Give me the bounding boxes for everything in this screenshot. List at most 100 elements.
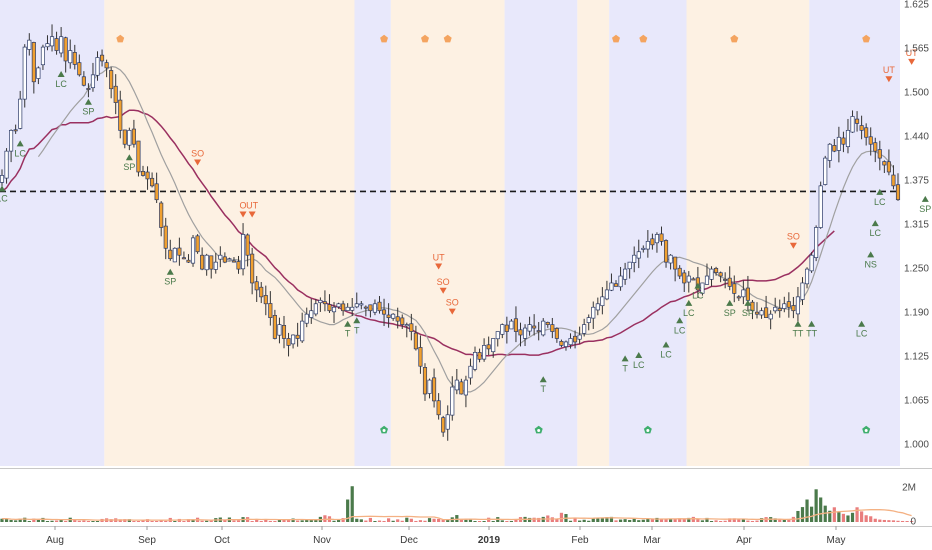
volume-bar [255, 519, 259, 522]
candle-body [823, 157, 828, 185]
candle-body [13, 129, 18, 132]
candle-body [532, 325, 537, 329]
volume-pane [0, 486, 914, 522]
signal-down-triangle [439, 287, 447, 294]
candle-body [832, 145, 837, 152]
candle-body [63, 37, 68, 62]
candle-body [745, 287, 750, 301]
candle-body [482, 345, 487, 360]
signal-lc: LC [0, 185, 8, 203]
candle-body [659, 233, 664, 242]
signal-up-triangle [867, 251, 875, 258]
candle-body [518, 329, 523, 336]
volume-bar [855, 507, 859, 522]
candle-body [827, 143, 832, 161]
candle-body [291, 334, 296, 345]
candle-body [500, 324, 505, 335]
candle-body [413, 332, 418, 350]
zone-8 [809, 0, 900, 466]
volume-bar [418, 520, 423, 522]
volume-bar [782, 519, 786, 522]
candle-body [668, 254, 673, 264]
candle-body [382, 309, 387, 315]
candle-body [54, 38, 59, 51]
candle-body [322, 301, 327, 305]
volume-bar [4, 518, 9, 522]
candle-body [286, 338, 291, 346]
volume-bar [150, 520, 154, 522]
volume-bar [350, 486, 354, 522]
candle-body [68, 50, 73, 64]
volume-bar [323, 515, 327, 522]
volume-bar [600, 518, 604, 522]
candle-body [723, 278, 728, 281]
volume-bar [896, 520, 900, 522]
candle-body [95, 57, 100, 76]
volume-bar [559, 512, 564, 522]
volume-bar [632, 518, 636, 522]
signal-lc: LC [870, 220, 882, 238]
candle-body [9, 129, 14, 152]
candle-body [259, 286, 264, 298]
candle-body [782, 303, 787, 309]
candle-body [504, 324, 509, 332]
volume-bar [382, 520, 386, 522]
candle-body [459, 381, 464, 395]
signal-down-triangle [908, 58, 916, 65]
candle-body [436, 400, 441, 416]
volume-bar [500, 520, 504, 522]
candle-body [36, 67, 41, 79]
signal-label: LC [874, 197, 886, 207]
signal-ut: UT [246, 200, 259, 218]
signal-o: O [240, 200, 247, 218]
x-axis: Aug Sep Oct Nov Dec 2019 Feb Mar Apr May [46, 526, 845, 546]
volume-bar [309, 519, 313, 522]
candle-body [541, 320, 546, 336]
volume-bar [273, 521, 277, 522]
candle-body [682, 272, 687, 284]
candle-body [613, 283, 619, 287]
volume-bar [705, 517, 709, 522]
volume-bar [82, 520, 86, 522]
signal-down-triangle [448, 308, 456, 315]
volume-bar [409, 518, 413, 522]
signal-label: LC [856, 329, 868, 339]
top-pentagon-marker [612, 34, 620, 43]
candle-body [154, 183, 159, 201]
candle-body [809, 254, 814, 272]
volume-bar [887, 520, 891, 522]
signal-lc: LC [683, 299, 695, 318]
candle-body [345, 306, 350, 311]
volume-bar [277, 519, 282, 522]
y-tick-label: 1.315 [904, 220, 929, 231]
volume-bar [41, 517, 45, 522]
signal-lc: LC [874, 188, 886, 207]
candle-body [877, 149, 882, 159]
volume-bar [696, 518, 700, 522]
zone-7 [686, 0, 810, 466]
candle-body [145, 171, 150, 180]
candle-body [845, 129, 851, 148]
candle-body [281, 324, 287, 339]
candle-body [623, 268, 628, 280]
candle-body [277, 324, 282, 336]
y-tick-label: 1.500 [904, 88, 929, 99]
candle-body [654, 234, 659, 244]
candle-body [841, 137, 846, 145]
candle-body [22, 46, 27, 100]
signal-lc: LC [633, 351, 645, 370]
volume-bar [910, 521, 914, 522]
session-zones [0, 0, 900, 466]
volume-bar [32, 518, 36, 522]
signal-label: SP [742, 308, 754, 318]
candle-body [864, 127, 869, 138]
candle-body [304, 313, 309, 324]
candle-body [359, 303, 364, 306]
volume-bar [773, 518, 777, 522]
signal-t: T [353, 317, 361, 335]
candle-body [636, 251, 641, 259]
volume-bar [64, 521, 68, 522]
candle-body [250, 253, 255, 284]
candle-body [604, 289, 609, 300]
